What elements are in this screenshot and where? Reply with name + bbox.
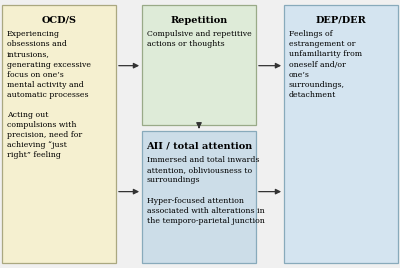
FancyBboxPatch shape (142, 131, 256, 263)
FancyBboxPatch shape (142, 5, 256, 125)
Text: DEP/DER: DEP/DER (316, 16, 366, 25)
Text: Repetition: Repetition (170, 16, 228, 25)
Text: OCD/S: OCD/S (42, 16, 76, 25)
Text: Experiencing
obsessions and
intrusions,
generating excessive
focus on one’s
ment: Experiencing obsessions and intrusions, … (7, 30, 91, 159)
FancyBboxPatch shape (2, 5, 116, 263)
Text: Feelings of
estrangement or
unfamiliarity from
oneself and/or
one’s
surroundings: Feelings of estrangement or unfamiliarit… (289, 30, 362, 99)
Text: AII / total attention: AII / total attention (146, 142, 252, 151)
Text: Compulsive and repetitive
actions or thoughts: Compulsive and repetitive actions or tho… (147, 30, 252, 49)
Text: Immersed and total inwards
attention, obliviousness to
surroundings

Hyper-focus: Immersed and total inwards attention, ob… (147, 156, 265, 225)
FancyBboxPatch shape (284, 5, 398, 263)
